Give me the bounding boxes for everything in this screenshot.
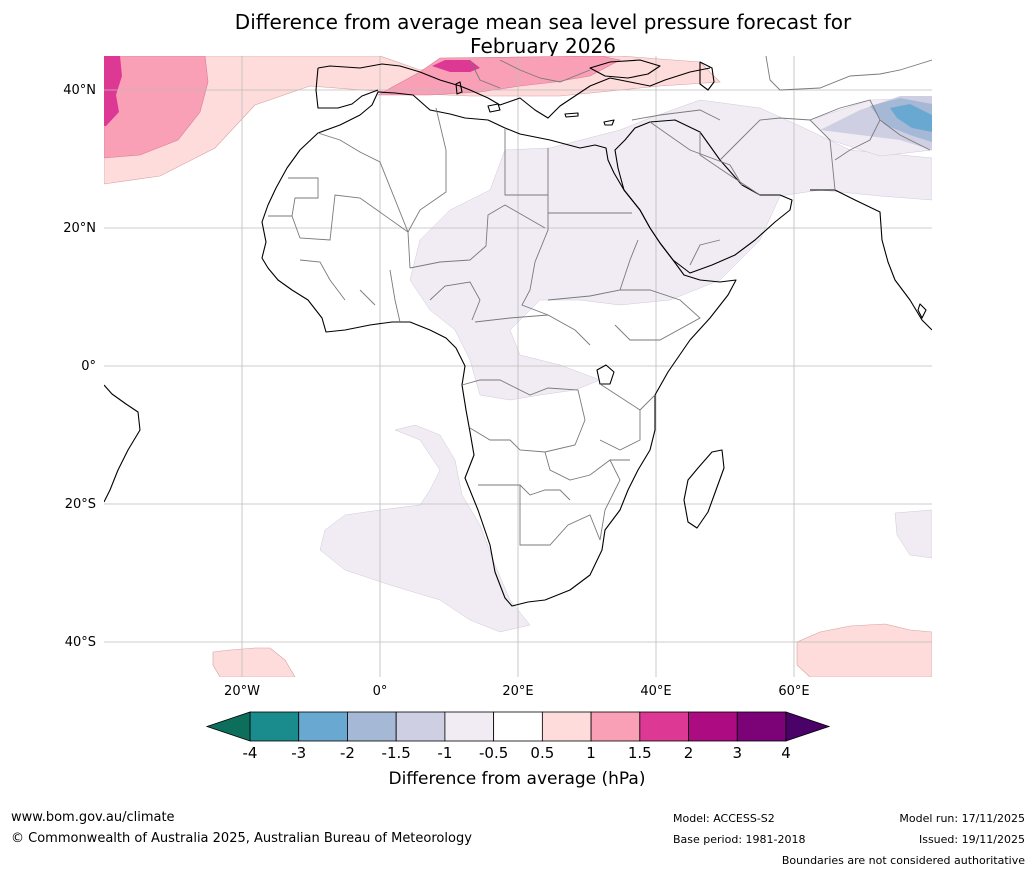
colorbar-segment: [249, 711, 300, 742]
colorbar-tick: -0.5: [478, 744, 509, 762]
lat-label: 40°N: [63, 82, 96, 98]
footer-issued: Issued: 19/11/2025: [918, 833, 1025, 846]
border-turkey-syria: [631, 109, 721, 121]
footer-copyright: © Commonwealth of Australia 2025, Austra…: [11, 831, 472, 846]
border-europe-east: [469, 59, 591, 89]
border-western-sahara: [268, 177, 319, 217]
map-area: [104, 56, 932, 677]
anomaly-1.5-2-mediterranean: [432, 60, 480, 72]
coastline-sri-lanka: [917, 303, 927, 319]
lon-label: 20°E: [502, 684, 534, 699]
footer-disclaimer: Boundaries are not considered authoritat…: [781, 854, 1025, 867]
anomaly-0.5-1-southern-west: [212, 647, 296, 677]
colorbar-tick: -1: [437, 744, 453, 762]
colorbar-segment: [590, 711, 641, 742]
coastline-arabia: [614, 119, 793, 274]
border-angola-namibia: [478, 484, 571, 501]
graticule: [104, 56, 932, 677]
border-chad-sudan: [521, 195, 549, 316]
border-west-africa: [299, 259, 401, 323]
coastline-south-america: [104, 384, 141, 503]
colorbar-segment: [688, 711, 738, 742]
colorbar-tick: -4: [242, 744, 258, 762]
colorbar-tick: 1: [586, 744, 596, 762]
anomaly-neg0.5-neg1-east-africa-south: [894, 509, 932, 559]
coastline-cyprus: [603, 119, 615, 126]
footer-model: Model: ACCESS-S2: [673, 812, 775, 825]
border-zambia: [544, 451, 630, 481]
border-ethiopia: [614, 289, 701, 341]
colorbar-segment: [736, 711, 787, 742]
footer-model-run: Model run: 17/11/2025: [899, 812, 1025, 825]
border-kenya-tanzania: [599, 383, 656, 451]
border-south-africa: [519, 485, 601, 546]
title-line-1: Difference from average mean sea level p…: [234, 10, 852, 34]
lon-label: 20°W: [224, 684, 260, 699]
coastline-sicily: [487, 103, 501, 113]
coastline-caspian: [699, 61, 715, 91]
anomaly-1.5-2-north-atlantic: [104, 56, 122, 126]
title-line-2: February 2026: [470, 34, 616, 58]
colorbar-segment: [444, 711, 495, 742]
coastline-india: [810, 189, 932, 331]
colorbar-tick: 0.5: [530, 744, 555, 762]
coastline-africa: [261, 91, 737, 607]
colorbar-segment: [298, 711, 348, 742]
coastline-sardinia: [455, 81, 463, 95]
coastlines: [104, 59, 932, 607]
colorbar-tick: 1.5: [627, 744, 652, 762]
lat-label: 20°N: [63, 220, 96, 236]
colorbar-over-arrow: [785, 711, 831, 742]
colorbar-title: Difference from average (hPa): [388, 769, 646, 789]
coastline-crete: [564, 112, 579, 118]
colorbar-tick: -2: [339, 744, 355, 762]
anomaly-neg2-neg3-himalaya: [890, 104, 932, 132]
colorbar-segment: [395, 711, 446, 742]
colorbar-segment: [347, 711, 397, 742]
footer-website[interactable]: www.bom.gov.au/climate: [11, 810, 175, 825]
footer-base-period: Base period: 1981-2018: [673, 833, 806, 846]
coastline-black-sea: [589, 59, 661, 79]
coastline-lake-victoria: [596, 364, 615, 385]
coastline-iberia: [315, 67, 379, 109]
border-mauritania-mali: [291, 194, 411, 269]
border-central-asia: [765, 56, 932, 91]
colorbar-tick: 4: [781, 744, 791, 762]
lon-label: 0°: [372, 684, 388, 699]
lat-label: 40°S: [64, 634, 96, 650]
border-nigeria: [429, 281, 481, 321]
colorbar-tick: 2: [683, 744, 694, 762]
colorbar-under-arrow: [205, 711, 251, 742]
border-iran: [719, 117, 836, 191]
anomaly-1-1.5-north-atlantic: [104, 56, 209, 159]
lon-label: 40°E: [640, 684, 672, 699]
colorbar-segment: [493, 711, 543, 742]
border-algeria-libya: [407, 107, 447, 233]
border-mali-niger: [409, 204, 546, 269]
anomaly-neg0.5-neg1-africa-arabia: [409, 99, 932, 401]
anomaly-0.5-1-southern-east: [796, 623, 932, 677]
lon-label: 60°E: [778, 684, 810, 699]
colorbar: [205, 711, 831, 742]
border-india-china: [879, 119, 931, 151]
border-libya-egypt: [504, 128, 549, 196]
coastline-europe: [317, 63, 711, 119]
chart-title: Difference from average mean sea level p…: [0, 10, 1035, 58]
lat-label: 20°S: [64, 496, 96, 512]
colorbar-tick: 3: [732, 744, 743, 762]
border-mozambique: [599, 459, 621, 541]
border-morocco-algeria: [317, 132, 409, 233]
border-drc: [461, 379, 586, 453]
border-central-africa: [474, 314, 591, 346]
lat-label: 0°: [81, 358, 96, 374]
country-boundaries: [268, 56, 932, 546]
colorbar-segment: [541, 711, 592, 742]
colorbar-tick: -3: [291, 744, 307, 762]
colorbar-segment: [639, 711, 689, 742]
anomaly-neg0.5-neg1-south-atlantic: [319, 424, 531, 633]
coastline-madagascar: [683, 449, 725, 529]
colorbar-tick: -1.5: [381, 744, 411, 762]
border-saudi: [649, 121, 761, 266]
